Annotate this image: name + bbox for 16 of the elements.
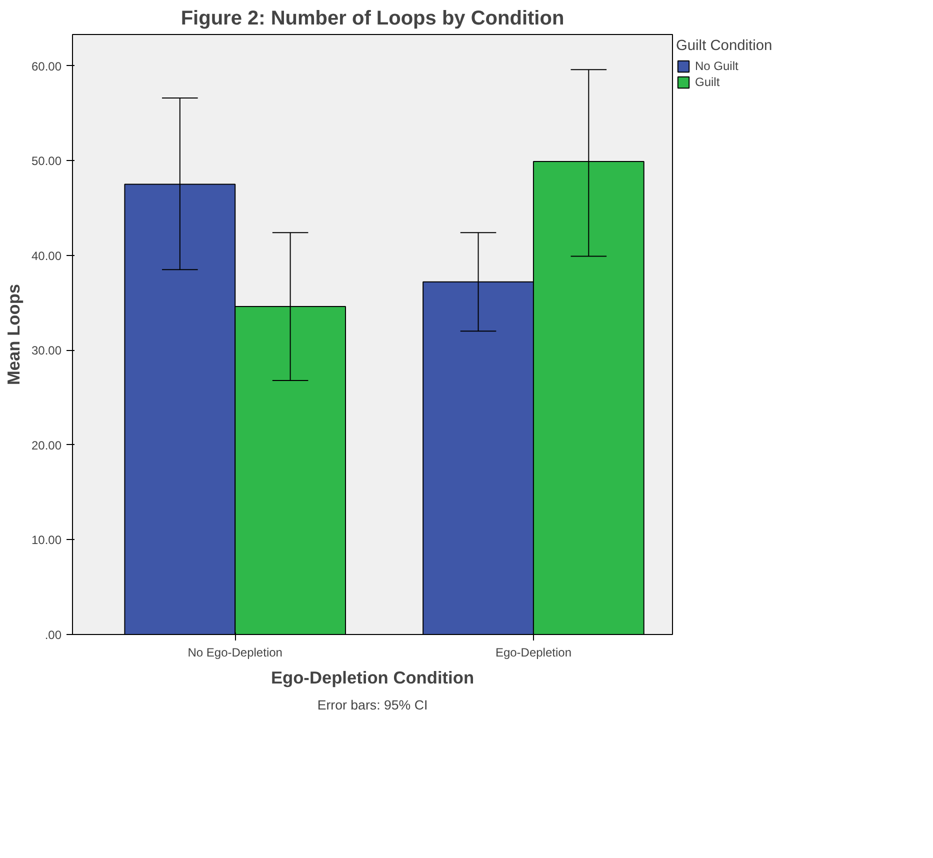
x-tick-label: No Ego-Depletion [188, 646, 282, 660]
y-tick-label: 50.00 [31, 154, 62, 168]
legend-label: Guilt [695, 75, 720, 89]
legend-label: No Guilt [695, 59, 738, 73]
y-tick-label: 30.00 [31, 344, 62, 358]
y-tick-label: 10.00 [31, 533, 62, 548]
y-axis-title: Mean Loops [3, 284, 24, 386]
y-tick-label: .00 [44, 628, 62, 642]
x-tick-label: Ego-Depletion [495, 646, 572, 660]
chart-title: Figure 2: Number of Loops by Condition [180, 8, 564, 30]
text: Error bars: 95% CI [317, 698, 428, 712]
legend-title: Guilt Condition [676, 38, 772, 54]
y-tick-label: 60.00 [31, 59, 62, 74]
x-axis-title: Ego-Depletion Condition [270, 668, 474, 688]
y-tick-label: 20.00 [31, 438, 62, 452]
y-tick-label: 40.00 [31, 248, 62, 263]
